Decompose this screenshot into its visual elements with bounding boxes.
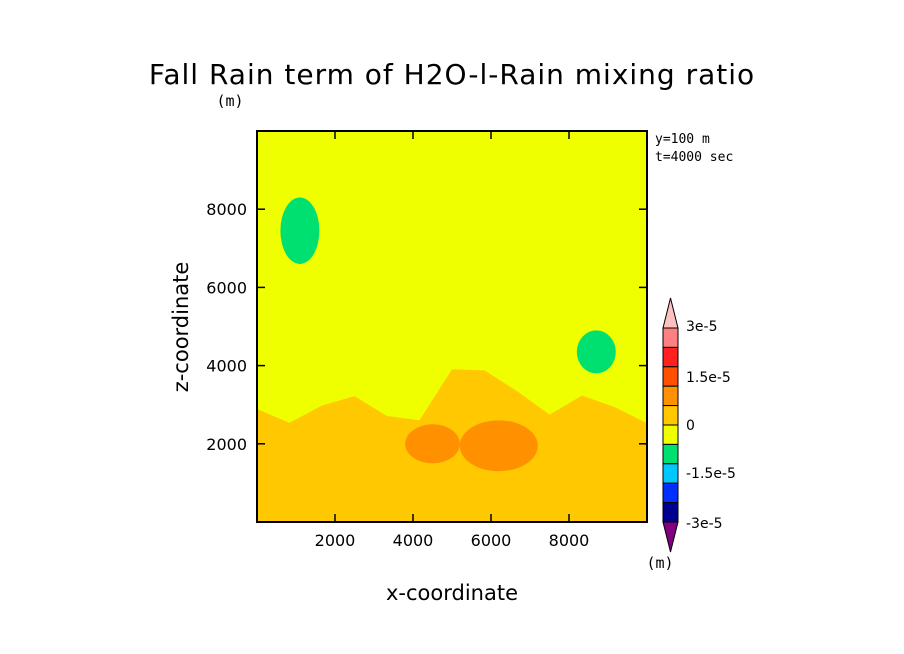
colorbar-swatch <box>662 327 679 348</box>
x-axis-label: x-coordinate <box>386 581 518 605</box>
field-region-blob <box>576 330 616 374</box>
colorbar-swatch <box>662 366 679 387</box>
colorbar-swatch <box>662 482 679 504</box>
x-tick-label: 6000 <box>471 531 512 550</box>
field-region-blob <box>280 197 320 264</box>
colorbar-swatch <box>662 385 679 407</box>
x-tick-label: 4000 <box>393 531 434 550</box>
annotation-y: y=100 m <box>655 132 710 147</box>
annotation-t: t=4000 sec <box>655 150 733 165</box>
y-axis: 2000 4000 6000 8000 <box>206 200 647 454</box>
field-region-blob <box>459 420 538 472</box>
field-region-blob <box>405 424 460 464</box>
colorbar-tick-label: 0 <box>686 418 695 434</box>
chart-title: Fall Rain term of H2O-l-Rain mixing rati… <box>149 58 755 91</box>
x-tick-label: 8000 <box>549 531 590 550</box>
y-axis-label: z-coordinate <box>169 262 193 393</box>
x-tick-label: 2000 <box>315 531 356 550</box>
colorbar-units: (m) <box>646 554 673 572</box>
colorbar-tick-label: -1.5e-5 <box>686 466 736 482</box>
contour-field <box>257 131 647 522</box>
y-tick-label: 4000 <box>206 357 247 376</box>
colorbar-swatch <box>662 502 679 523</box>
colorbar-bottom-arrow <box>662 521 679 553</box>
colorbar-top-arrow <box>662 297 679 329</box>
colorbar-swatch <box>662 424 679 445</box>
x-axis: 2000 4000 6000 8000 <box>315 131 590 550</box>
title-units: (m) <box>216 92 243 110</box>
colorbar-tick-label: 3e-5 <box>686 319 717 335</box>
colorbar-swatch <box>662 443 679 465</box>
colorbar-swatch <box>662 463 679 484</box>
y-tick-label: 8000 <box>206 200 247 219</box>
plot-frame <box>256 130 648 523</box>
colorbar-swatch <box>662 405 679 426</box>
colorbar: 3e-5 1.5e-5 0 -1.5e-5 -3e-5 <box>662 297 736 553</box>
colorbar-swatch <box>662 346 679 368</box>
y-tick-label: 6000 <box>206 278 247 297</box>
y-tick-label: 2000 <box>206 435 247 454</box>
colorbar-tick-label: -3e-5 <box>686 516 723 532</box>
colorbar-tick-label: 1.5e-5 <box>686 370 731 386</box>
